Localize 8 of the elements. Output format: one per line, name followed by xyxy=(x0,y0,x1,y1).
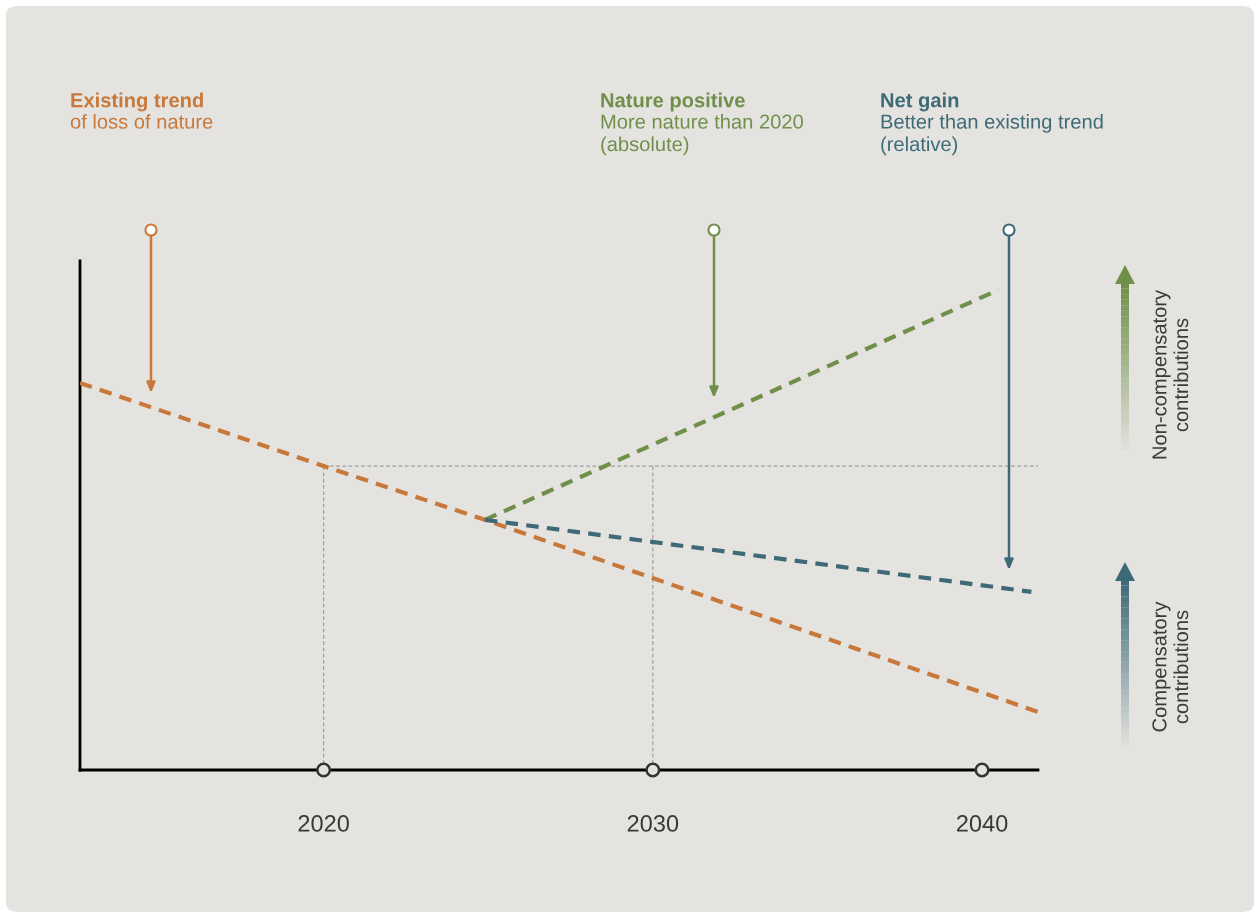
x-tick-label: 2020 xyxy=(298,815,349,832)
text: Nature positive More nature than 2020 (absolute) xyxy=(601,92,803,156)
text: Existing trend of loss of nature xyxy=(70,92,213,129)
text: Non-compensatory contributions xyxy=(1152,289,1189,459)
text: Net gain Better than existing trend (relative) xyxy=(881,92,1103,156)
x-tick-label: 2030 xyxy=(627,815,679,832)
text: Compensatory contributions xyxy=(1152,601,1189,732)
x-tick-label: 2040 xyxy=(956,815,1008,832)
